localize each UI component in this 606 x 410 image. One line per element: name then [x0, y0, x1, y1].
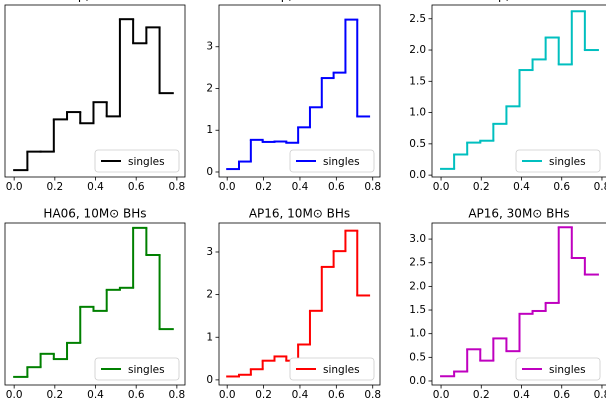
legend-box: [289, 357, 375, 381]
x-tick-label: 0.4: [513, 181, 530, 193]
x-tick-label: 0.6: [128, 181, 145, 193]
panel: BW cusp, 10M⊙ BHs 0.0 0.2 0.4 0.6 0.8 singles: [4, 0, 186, 193]
x-tick-label: 0.6: [128, 389, 145, 401]
x-tick-label: 0.2: [46, 181, 63, 193]
x-tick-label: 0.0: [219, 181, 236, 193]
y-tick-label: 1.5: [409, 304, 426, 316]
y-tick-label: 3: [206, 41, 213, 53]
y-tick-label: 0.5: [409, 138, 426, 150]
panel-title: BW cusp, 1.4M⊙ NSs: [237, 0, 362, 3]
axes-frame: [431, 222, 606, 386]
y-tick-label: 1.0: [409, 107, 426, 119]
panel-title: BW cusp, 0.6M⊙ WDs: [454, 0, 584, 3]
x-tick-label: 0.8: [169, 181, 186, 193]
y-tick-label: 0.0: [409, 375, 426, 387]
x-tick-label: 0.0: [6, 389, 23, 401]
x-tick-label: 0.6: [553, 389, 570, 401]
x-tick-label: 0.4: [87, 181, 104, 193]
x-tick-label: 0.4: [292, 389, 309, 401]
x-tick-label: 0.2: [473, 389, 490, 401]
y-tick-label: 1.0: [409, 328, 426, 340]
y-tick-label: 1: [206, 331, 213, 343]
y-tick-label: 0: [206, 166, 213, 178]
x-tick-label: 0.4: [513, 389, 530, 401]
x-tick-label: 0.8: [364, 181, 381, 193]
y-tick-label: 2: [206, 289, 213, 301]
axes-frame: [4, 4, 186, 178]
x-tick-label: 0.0: [433, 181, 450, 193]
axes-frame: [431, 4, 606, 178]
panel: HA06, 10M⊙ BHs 0.0 0.2 0.4 0.6 0.8 singles: [4, 207, 186, 401]
legend-box: [289, 149, 375, 173]
x-tick-label: 0.6: [328, 389, 345, 401]
legend-label: singles: [549, 364, 586, 376]
y-tick-label: 0: [206, 374, 213, 386]
x-tick-label: 0.8: [364, 389, 381, 401]
x-tick-label: 0.2: [255, 389, 272, 401]
panel: AP16, 30M⊙ BHs 0.0 0.2 0.4 0.6 0.8 0.0 0.5 1.0 1.…: [409, 207, 606, 401]
panel-title: HA06, 10M⊙ BHs: [43, 207, 146, 221]
x-tick-label: 0.0: [433, 389, 450, 401]
y-tick-label: 2.0: [409, 44, 426, 56]
y-tick-label: 1.5: [409, 75, 426, 87]
x-tick-label: 0.4: [292, 181, 309, 193]
legend-label: singles: [323, 364, 360, 376]
legend-box: [94, 357, 180, 381]
y-tick-label: 2: [206, 82, 213, 94]
panel-title: BW cusp, 10M⊙ BHs: [34, 0, 156, 3]
panel-title: AP16, 10M⊙ BHs: [249, 207, 350, 221]
y-tick-label: 0.0: [409, 169, 426, 181]
x-tick-label: 0.2: [46, 389, 63, 401]
y-tick-label: 1: [206, 124, 213, 136]
axes-frame: [218, 222, 381, 386]
legend-box: [515, 357, 601, 381]
legend-label: singles: [128, 156, 165, 168]
x-tick-label: 0.6: [328, 181, 345, 193]
x-tick-label: 0.8: [594, 181, 606, 193]
legend-label: singles: [549, 156, 586, 168]
y-tick-label: 3.0: [409, 233, 426, 245]
panel: AP16, 10M⊙ BHs 0.0 0.2 0.4 0.6 0.8 0 1 2 3 singles: [206, 207, 381, 402]
legend-box: [515, 149, 601, 173]
x-tick-label: 0.6: [553, 181, 570, 193]
legend-box: [94, 149, 180, 173]
y-tick-label: 2.5: [409, 257, 426, 269]
x-tick-label: 0.8: [594, 389, 606, 401]
panel: BW cusp, 0.6M⊙ WDs 0.0 0.2 0.4 0.6 0.8 0.0 0.5 1…: [409, 0, 606, 193]
x-tick-label: 0.4: [87, 389, 104, 401]
y-tick-label: 0.5: [409, 351, 426, 363]
x-tick-label: 0.8: [169, 389, 186, 401]
x-tick-label: 0.2: [473, 181, 490, 193]
axes-frame: [4, 222, 186, 386]
y-tick-label: 2.5: [409, 13, 426, 25]
axes-frame: [218, 4, 381, 178]
x-tick-label: 0.0: [6, 181, 23, 193]
legend-label: singles: [323, 156, 360, 168]
panel-title: AP16, 30M⊙ BHs: [468, 207, 569, 221]
legend-label: singles: [128, 364, 165, 376]
panel: BW cusp, 1.4M⊙ NSs 0.0 0.2 0.4 0.6 0.8 0 1 2 3 sin…: [206, 0, 381, 193]
x-tick-label: 0.0: [219, 389, 236, 401]
y-tick-label: 2.0: [409, 280, 426, 292]
x-tick-label: 0.2: [255, 181, 272, 193]
y-tick-label: 3: [206, 246, 213, 258]
